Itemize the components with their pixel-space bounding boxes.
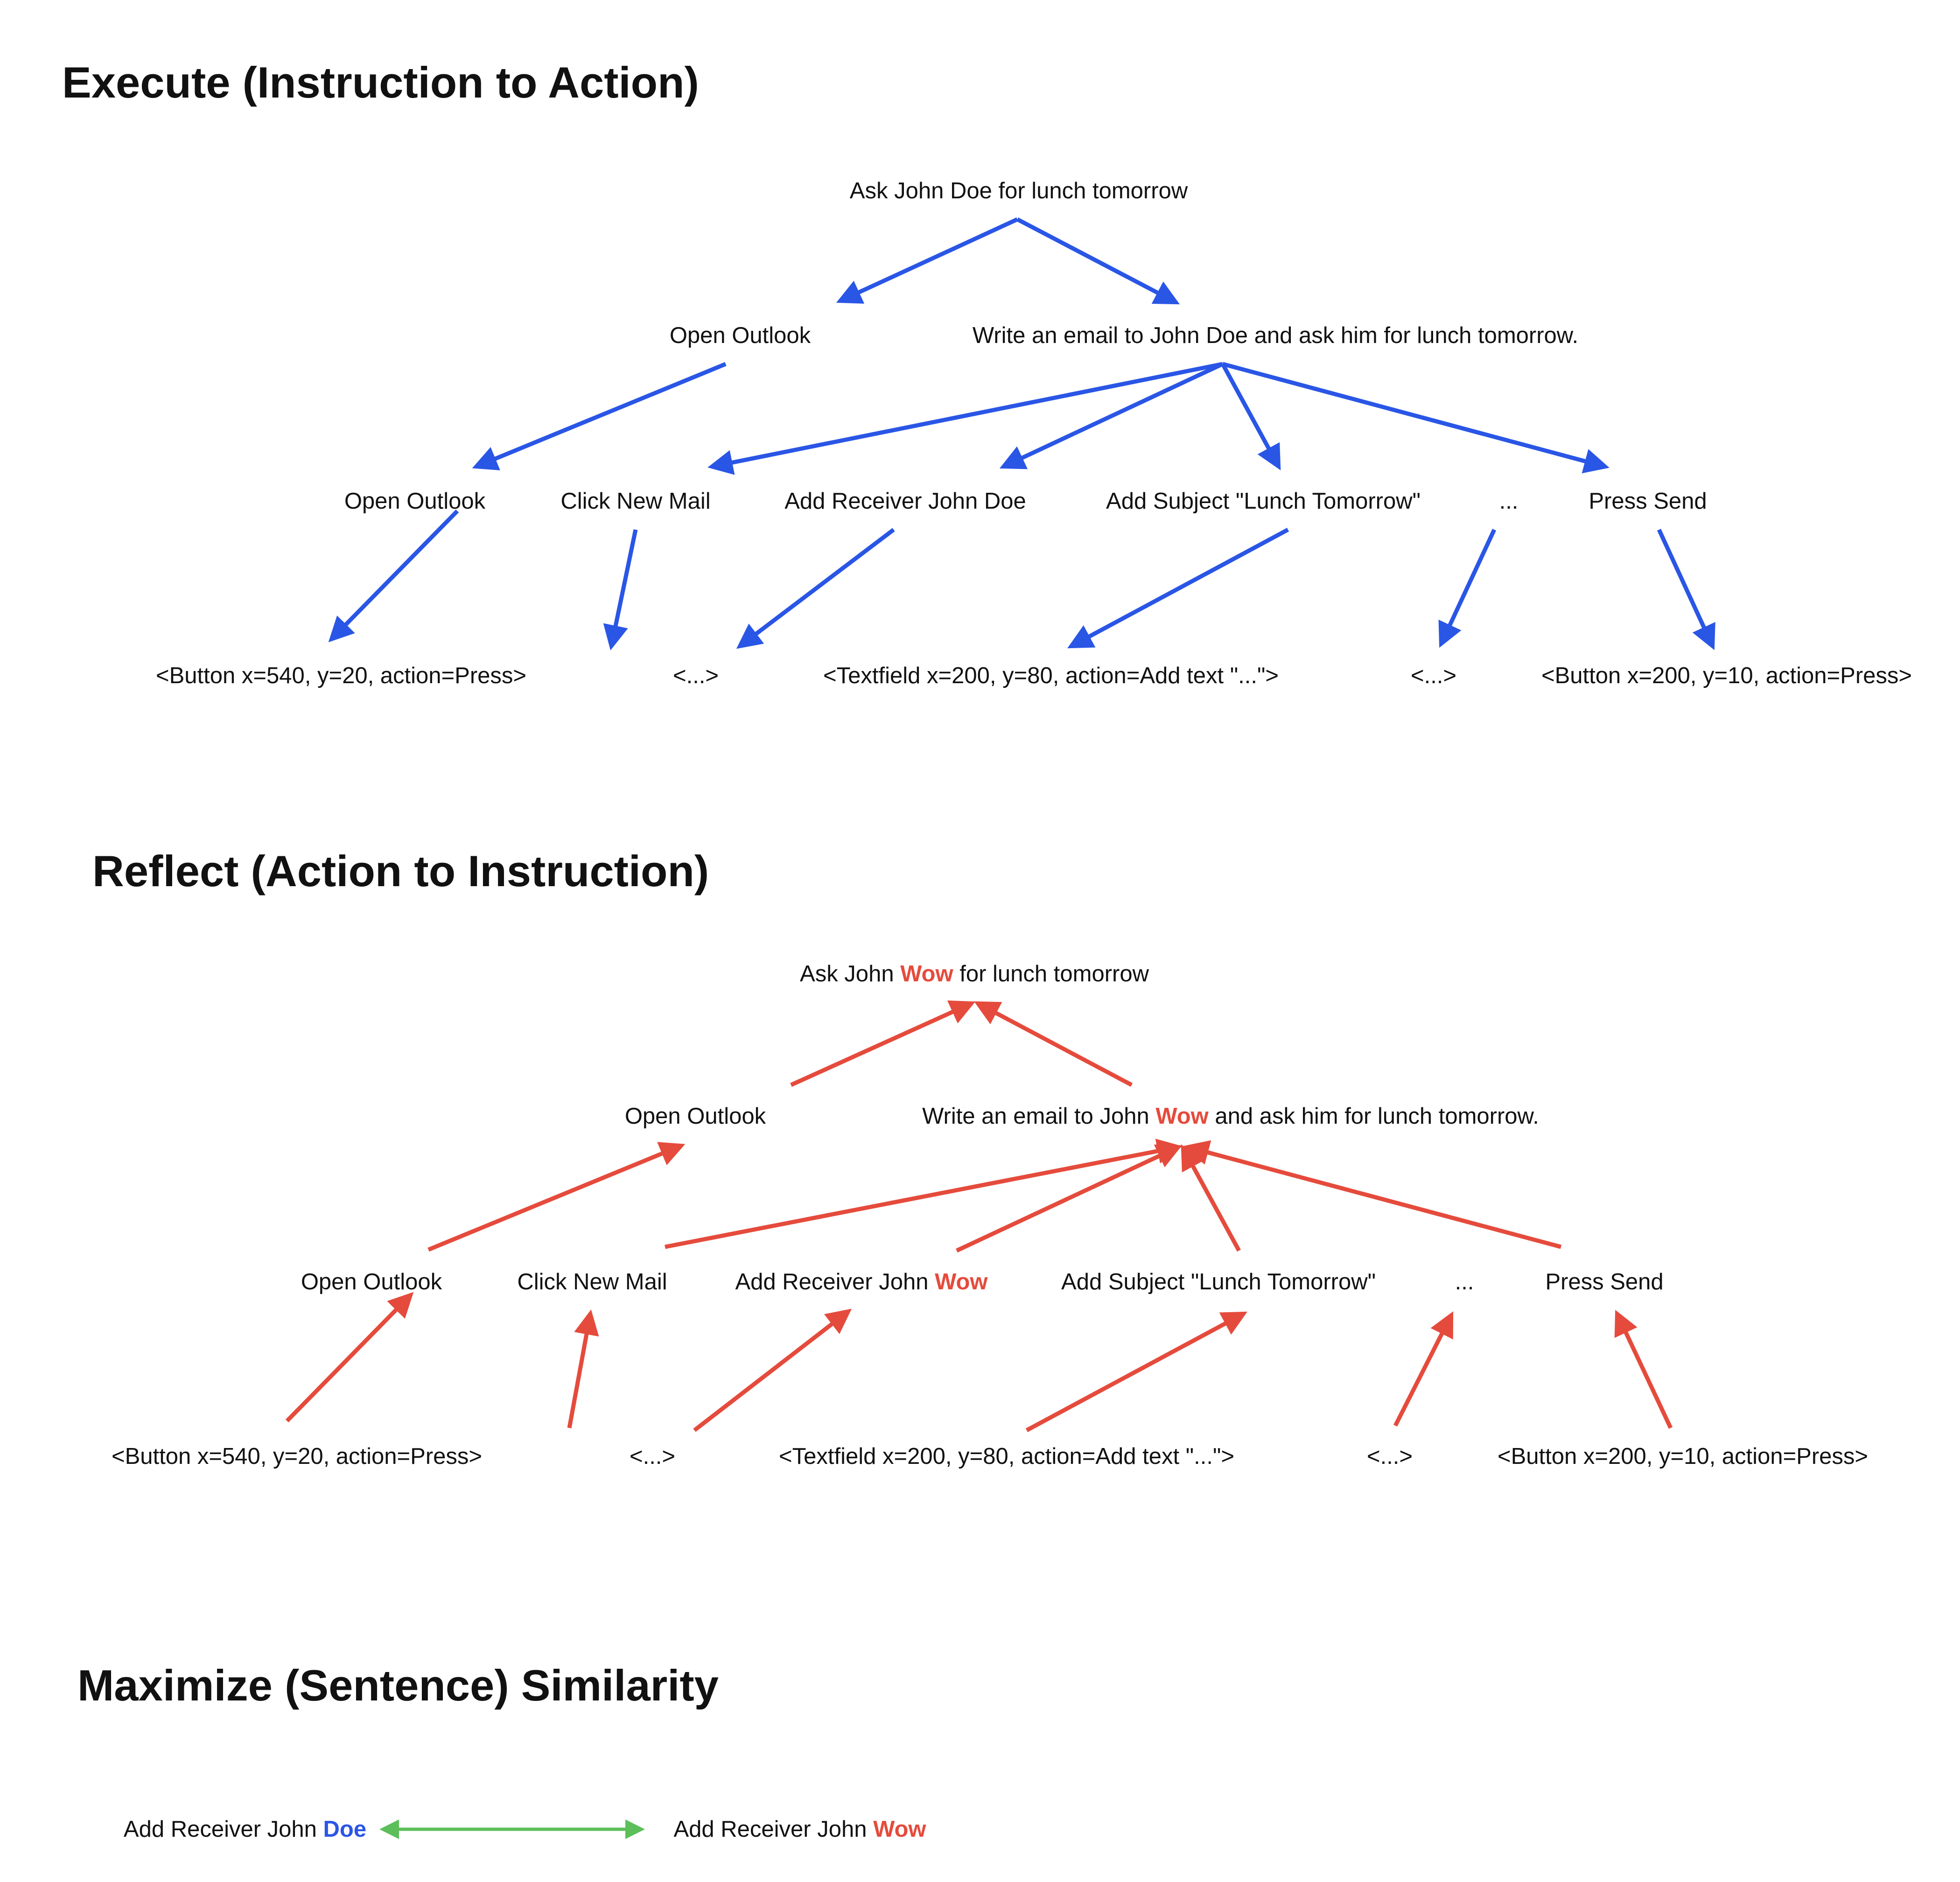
execute-l1-write-email: Write an email to John Doe and ask him f…	[972, 323, 1579, 348]
execute-l1-open-outlook: Open Outlook	[669, 323, 811, 348]
reflect-l2-receiver-text: Add Receiver John	[735, 1269, 935, 1294]
reflect-arrows	[285, 1000, 1673, 1432]
reflect-heading: Reflect (Action to Instruction)	[92, 847, 709, 896]
execute-l2-add-receiver: Add Receiver John Doe	[784, 489, 1026, 514]
similarity-right-text: Add Receiver John	[673, 1817, 874, 1842]
similarity-right-phrase: Add Receiver John Wow	[673, 1818, 926, 1841]
reflect-arrow	[567, 1309, 599, 1428]
similarity-heading: Maximize (Sentence) Similarity	[77, 1661, 719, 1710]
reflect-root: Ask John Wow for lunch tomorrow	[800, 963, 1149, 986]
reflect-l2-receiver-highlight: Wow	[935, 1269, 988, 1294]
reflect-l2-open-outlook: Open Outlook	[301, 1269, 442, 1294]
similarity-left-highlight: Doe	[323, 1817, 367, 1842]
execute-arrow	[1657, 529, 1715, 651]
reflect-l1-write-email: Write an email to John Wow and ask him f…	[922, 1105, 1539, 1128]
execute-arrow	[1067, 528, 1289, 649]
execute-l3-placeholder: <...>	[672, 663, 719, 688]
reflect-arrow	[1393, 1311, 1454, 1427]
execute-arrow	[603, 529, 638, 651]
reflect-root-text-end: for lunch tomorrow	[953, 961, 1149, 986]
reflect-root-highlight: Wow	[900, 961, 953, 986]
execute-arrow	[1438, 529, 1497, 648]
execute-root: Ask John Doe for lunch tomorrow	[849, 178, 1188, 203]
execute-l2-press-send: Press Send	[1589, 489, 1707, 514]
execute-arrow	[1221, 363, 1281, 470]
similarity-left-text: Add Receiver John	[123, 1817, 323, 1842]
execute-l3-button-action: <Button x=540, y=20, action=Press>	[155, 663, 527, 688]
similarity-left-phrase: Add Receiver John Doe	[124, 1818, 366, 1841]
reflect-arrow	[1183, 1140, 1562, 1249]
execute-arrow	[1222, 362, 1610, 474]
reflect-arrow	[1614, 1309, 1673, 1429]
execute-l2-click-new-mail: Click New Mail	[560, 489, 711, 514]
reflect-l3-placeholder: <...>	[629, 1444, 676, 1469]
reflect-l2-add-subject: Add Subject "Lunch Tomorrow"	[1061, 1269, 1376, 1294]
reflect-arrow	[956, 1144, 1183, 1253]
reflect-l3-placeholder: <...>	[1366, 1444, 1413, 1469]
execute-arrow	[999, 362, 1224, 469]
execute-arrow	[328, 509, 459, 643]
reflect-l2-ellipsis: ...	[1455, 1269, 1474, 1294]
execute-arrow	[836, 217, 1018, 304]
execute-l3-button-action: <Button x=200, y=10, action=Press>	[1541, 663, 1912, 688]
execute-l2-ellipsis: ...	[1499, 489, 1519, 514]
execute-arrow	[1016, 217, 1180, 305]
reflect-l1-open-outlook: Open Outlook	[624, 1104, 766, 1129]
execute-heading: Execute (Instruction to Action)	[62, 58, 699, 107]
execute-arrow	[736, 528, 895, 649]
reflect-arrow	[665, 1139, 1183, 1249]
execute-l3-textfield-action: <Textfield x=200, y=80, action=Add text …	[823, 663, 1279, 688]
reflect-arrow	[285, 1292, 414, 1423]
reflect-l2-click-new-mail: Click New Mail	[517, 1269, 667, 1294]
reflect-l1-text-end: and ask him for lunch tomorrow.	[1208, 1104, 1539, 1129]
reflect-arrow	[1181, 1144, 1241, 1252]
reflect-arrow	[427, 1142, 686, 1252]
execute-l3-placeholder: <...>	[1410, 663, 1457, 688]
similarity-right-highlight: Wow	[873, 1817, 926, 1842]
execute-l2-add-subject: Add Subject "Lunch Tomorrow"	[1106, 489, 1421, 514]
execute-arrows	[328, 217, 1715, 651]
reflect-l3-textfield-action: <Textfield x=200, y=80, action=Add text …	[779, 1444, 1234, 1469]
reflect-l1-text: Write an email to John	[922, 1104, 1156, 1129]
reflect-root-text: Ask John	[800, 961, 901, 986]
reflect-arrow	[1025, 1311, 1247, 1432]
reflect-l2-add-receiver: Add Receiver John Wow	[735, 1271, 987, 1294]
reflect-arrow	[693, 1308, 852, 1432]
reflect-l1-highlight: Wow	[1155, 1104, 1209, 1129]
reflect-arrow	[974, 1001, 1133, 1087]
execute-l2-open-outlook: Open Outlook	[344, 489, 486, 514]
reflect-l2-press-send: Press Send	[1545, 1269, 1664, 1294]
execute-arrow	[472, 362, 727, 470]
reflect-l3-button-action: <Button x=540, y=20, action=Press>	[111, 1444, 483, 1469]
reflect-arrow	[790, 1000, 976, 1087]
reflect-l3-button-action: <Button x=200, y=10, action=Press>	[1497, 1444, 1869, 1469]
execute-arrow	[707, 362, 1223, 475]
